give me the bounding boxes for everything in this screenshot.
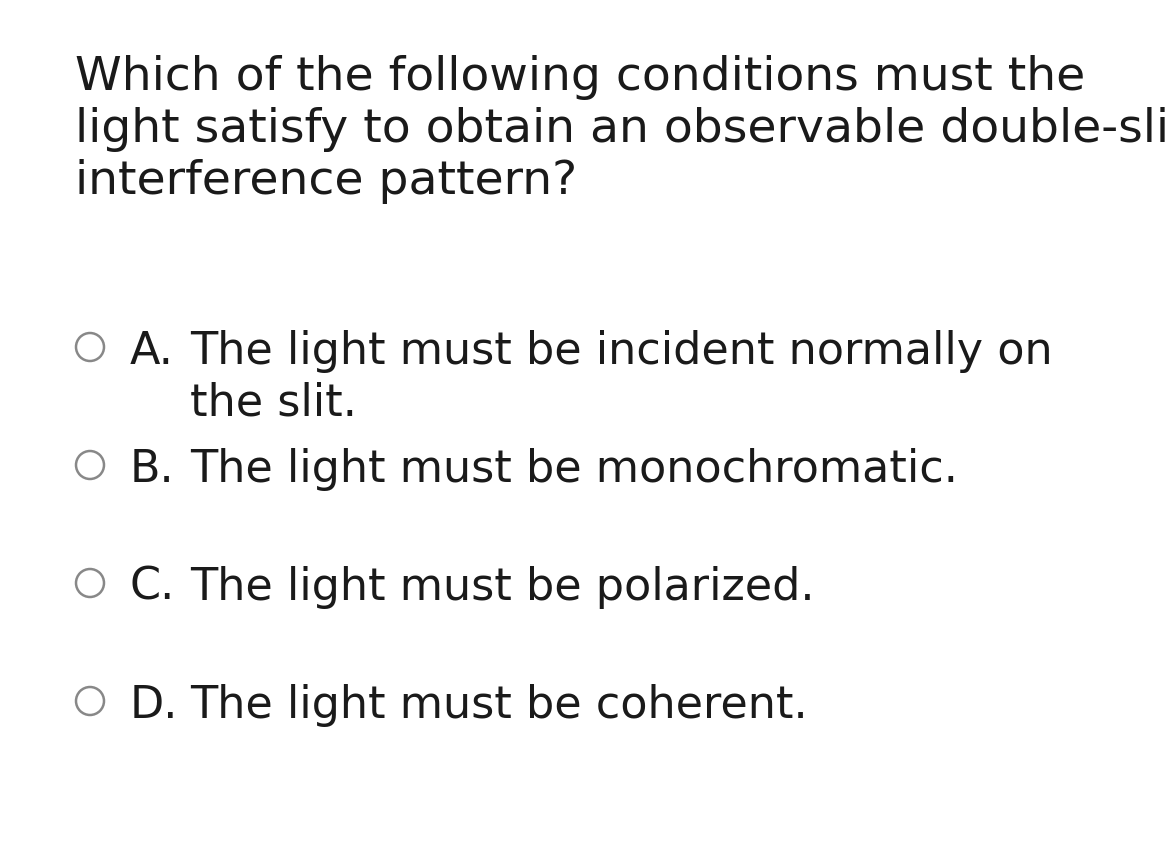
Text: light satisfy to obtain an observable double-slit: light satisfy to obtain an observable do…: [75, 107, 1170, 152]
Text: The light must be polarized.: The light must be polarized.: [190, 566, 814, 609]
Text: The light must be coherent.: The light must be coherent.: [190, 684, 807, 727]
Text: interference pattern?: interference pattern?: [75, 159, 577, 204]
Text: The light must be monochromatic.: The light must be monochromatic.: [190, 448, 958, 491]
Text: A.: A.: [130, 330, 174, 373]
Text: Which of the following conditions must the: Which of the following conditions must t…: [75, 55, 1086, 100]
Text: D.: D.: [130, 684, 178, 727]
Text: The light must be incident normally on: The light must be incident normally on: [190, 330, 1053, 373]
Text: C.: C.: [130, 566, 176, 609]
Text: B.: B.: [130, 448, 174, 491]
Text: the slit.: the slit.: [190, 382, 357, 425]
